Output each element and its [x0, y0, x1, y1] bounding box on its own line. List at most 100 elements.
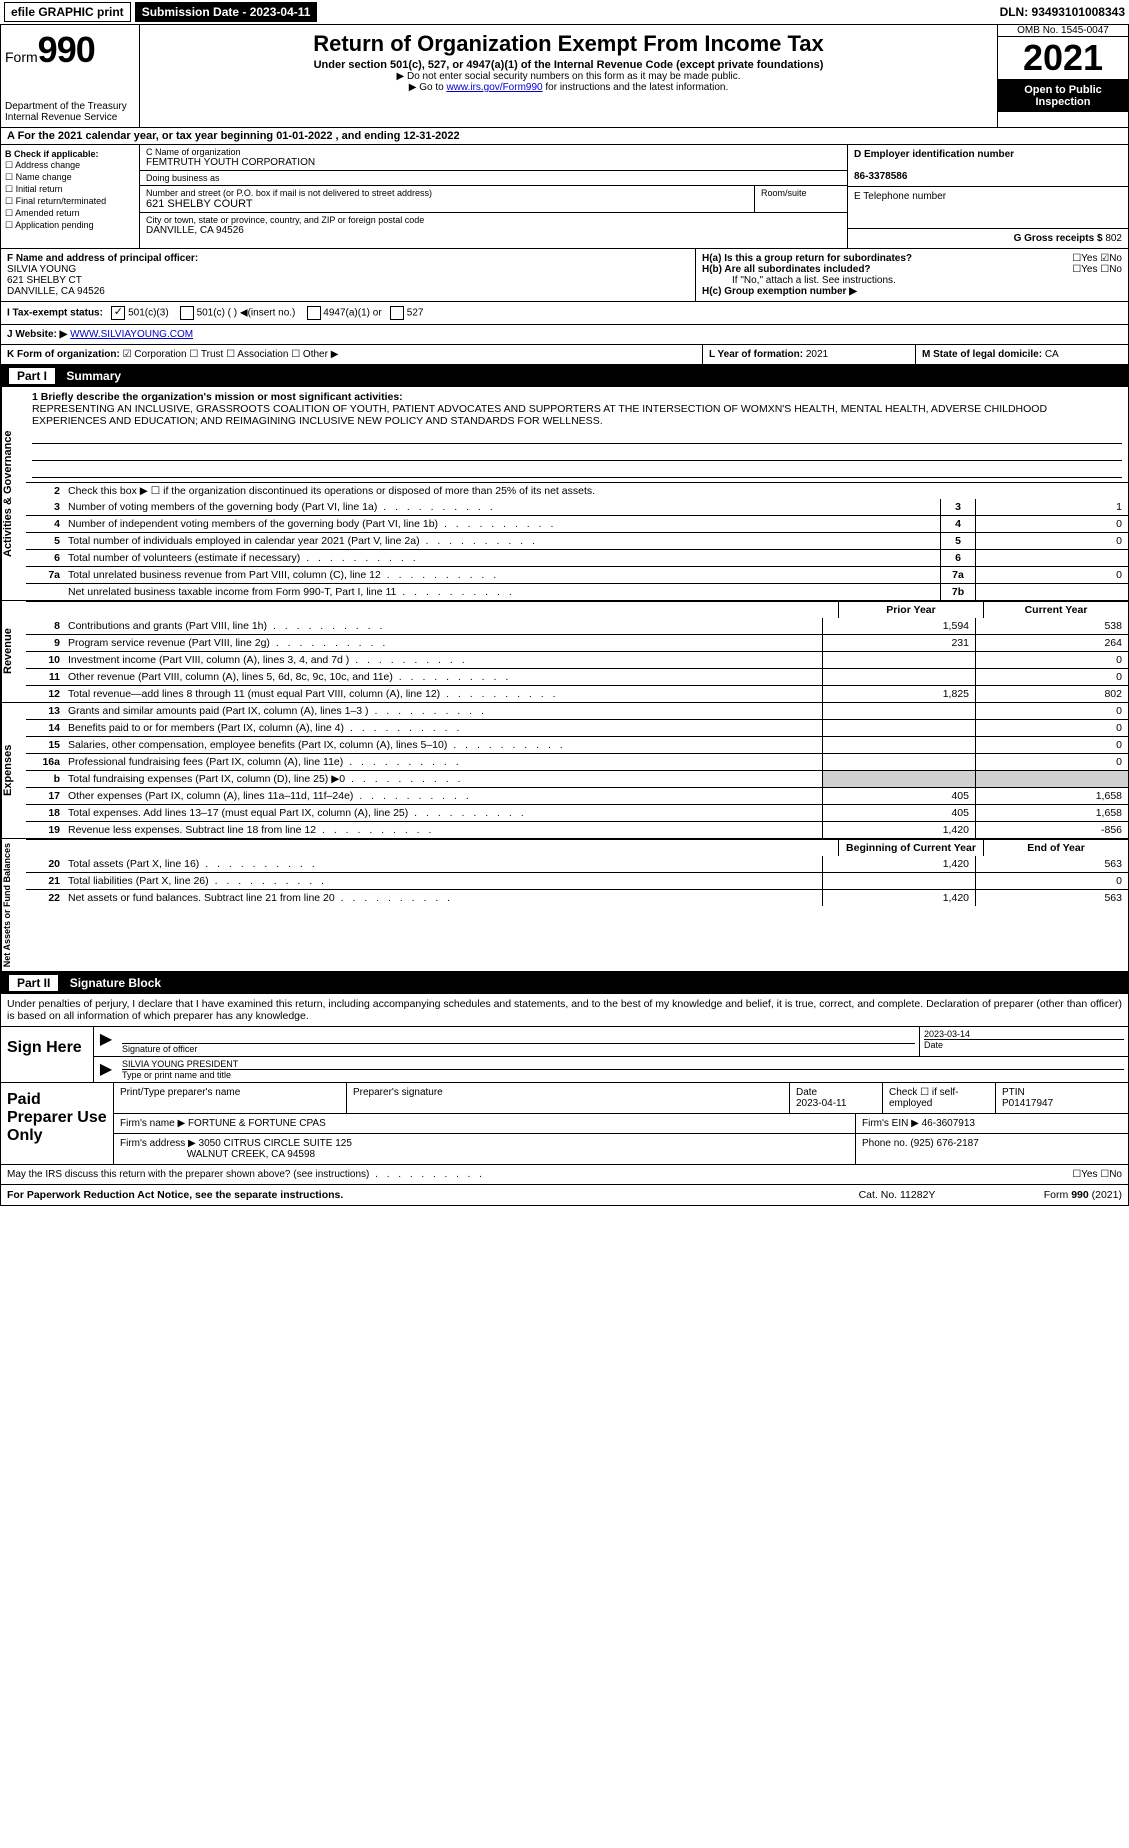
side-revenue: Revenue: [1, 601, 26, 702]
chk-app-pending[interactable]: ☐ Application pending: [5, 220, 135, 231]
section-d: D Employer identification number 86-3378…: [847, 145, 1128, 248]
opt-4947: 4947(a)(1) or: [323, 308, 381, 319]
chk-name-change[interactable]: ☐ Name change: [5, 172, 135, 183]
firm-phone: (925) 676-2187: [910, 1138, 978, 1149]
side-expenses: Expenses: [1, 703, 26, 838]
org-name-label: C Name of organization: [146, 147, 841, 157]
chk-4947[interactable]: [307, 306, 321, 320]
dln: DLN: 93493101008343: [1000, 5, 1125, 19]
firm-ein: 46-3607913: [922, 1118, 975, 1129]
table-row: 7aTotal unrelated business revenue from …: [26, 566, 1128, 583]
chk-address-change[interactable]: ☐ Address change: [5, 160, 135, 171]
efile-top-bar: efile GRAPHIC print Submission Date - 20…: [0, 0, 1129, 24]
prep-row-2: Firm's name ▶ FORTUNE & FORTUNE CPAS Fir…: [114, 1114, 1128, 1134]
phone-label: E Telephone number: [854, 191, 946, 202]
irs-link[interactable]: www.irs.gov/Form990: [446, 82, 542, 93]
form-number: Form990: [5, 29, 135, 71]
col-prior-year: Prior Year: [838, 602, 983, 618]
prep-row-1: Print/Type preparer's name Preparer's si…: [114, 1083, 1128, 1114]
form-title: Return of Organization Exempt From Incom…: [144, 31, 993, 57]
form-org-opts: ☑ Corporation ☐ Trust ☐ Association ☐ Ot…: [123, 349, 339, 360]
irs-label: Internal Revenue Service: [5, 112, 135, 123]
table-row: 5Total number of individuals employed in…: [26, 532, 1128, 549]
ein-value: 86-3378586: [854, 171, 907, 182]
submission-date: Submission Date - 2023-04-11: [135, 2, 318, 22]
table-row: 4Number of independent voting members of…: [26, 515, 1128, 532]
open-inspection: Open to Public Inspection: [998, 80, 1128, 112]
table-row: 20Total assets (Part X, line 16)1,420563: [26, 856, 1128, 872]
mission-box: 1 Briefly describe the organization's mi…: [26, 387, 1128, 482]
tax-year: 2021: [998, 36, 1128, 80]
mission-label: 1 Briefly describe the organization's mi…: [32, 391, 403, 403]
may-irs-answer: ☐Yes ☐No: [1072, 1169, 1122, 1180]
penalty-text: Under penalties of perjury, I declare th…: [0, 994, 1129, 1027]
section-l: L Year of formation: 2021: [703, 345, 916, 364]
ptin-label: PTIN: [1002, 1087, 1025, 1098]
col-begin-year: Beginning of Current Year: [838, 840, 983, 856]
revenue-block: Revenue Prior Year Current Year 8Contrib…: [0, 601, 1129, 703]
table-row: 13Grants and similar amounts paid (Part …: [26, 703, 1128, 719]
table-row: 6Total number of volunteers (estimate if…: [26, 549, 1128, 566]
prep-self-employed: Check ☐ if self-employed: [883, 1083, 996, 1113]
sig-name-label: Type or print name and title: [122, 1070, 231, 1080]
net-assets-block: Net Assets or Fund Balances Beginning of…: [0, 839, 1129, 972]
table-row: 22Net assets or fund balances. Subtract …: [26, 889, 1128, 906]
dept-treasury: Department of the Treasury: [5, 101, 135, 112]
chk-501c3[interactable]: [111, 306, 125, 320]
section-h: H(a) Is this a group return for subordin…: [696, 249, 1128, 301]
street-address: 621 SHELBY COURT: [146, 198, 748, 210]
chk-initial-return[interactable]: ☐ Initial return: [5, 184, 135, 195]
opt-527: 527: [407, 308, 424, 319]
cat-no: Cat. No. 11282Y: [822, 1189, 972, 1201]
chk-amended[interactable]: ☐ Amended return: [5, 208, 135, 219]
gross-value: 802: [1105, 233, 1122, 244]
state-domicile-label: M State of legal domicile:: [922, 349, 1042, 360]
col-end-year: End of Year: [983, 840, 1128, 856]
entity-block: B Check if applicable: ☐ Address change …: [0, 145, 1129, 249]
h-c-label: H(c) Group exemption number ▶: [702, 286, 857, 297]
table-row: bTotal fundraising expenses (Part IX, co…: [26, 770, 1128, 787]
sign-here-label: Sign Here: [1, 1027, 94, 1082]
form-num-big: 990: [38, 29, 95, 70]
section-c: C Name of organization FEMTRUTH YOUTH CO…: [140, 145, 847, 248]
paperwork-notice: For Paperwork Reduction Act Notice, see …: [7, 1189, 822, 1201]
side-net-assets: Net Assets or Fund Balances: [1, 839, 26, 971]
form-org-label: K Form of organization:: [7, 349, 120, 360]
goto-suffix: for instructions and the latest informat…: [543, 82, 729, 93]
opt-501c3: 501(c)(3): [128, 308, 169, 319]
chk-501c[interactable]: [180, 306, 194, 320]
city-value: DANVILLE, CA 94526: [146, 225, 841, 236]
firm-ein-label: Firm's EIN ▶: [862, 1118, 919, 1129]
col-current-year: Current Year: [983, 602, 1128, 618]
dba-row: Doing business as: [140, 171, 847, 186]
year-formation-label: L Year of formation:: [709, 349, 803, 360]
chk-527[interactable]: [390, 306, 404, 320]
header-left: Form990 Department of the Treasury Inter…: [1, 25, 140, 127]
table-row: 10Investment income (Part VIII, column (…: [26, 651, 1128, 668]
section-klm: K Form of organization: ☑ Corporation ☐ …: [0, 345, 1129, 365]
section-f-h: F Name and address of principal officer:…: [0, 249, 1129, 302]
form-footer: Form 990 (2021): [972, 1189, 1122, 1201]
room-label: Room/suite: [761, 188, 841, 198]
arrow-icon: ▶: [94, 1057, 118, 1082]
section-b-label: B Check if applicable:: [5, 149, 99, 159]
omb-number: OMB No. 1545-0047: [998, 25, 1128, 36]
form-subtitle: Under section 501(c), 527, or 4947(a)(1)…: [144, 59, 993, 71]
sig-name-row: ▶ SILVIA YOUNG PRESIDENT Type or print n…: [94, 1057, 1128, 1082]
state-domicile: CA: [1045, 349, 1059, 360]
table-row: 11Other revenue (Part VIII, column (A), …: [26, 668, 1128, 685]
goto-prefix: ▶ Go to: [409, 82, 447, 93]
paid-preparer-label: Paid Preparer Use Only: [1, 1083, 114, 1164]
part-ii-label: Part II: [9, 975, 58, 991]
h-b-answer: ☐Yes ☐No: [1072, 264, 1122, 275]
officer-addr1: 621 SHELBY CT: [7, 275, 82, 286]
firm-addr2: WALNUT CREEK, CA 94598: [187, 1149, 315, 1160]
sig-officer-label: Signature of officer: [122, 1044, 197, 1054]
table-row: 8Contributions and grants (Part VIII, li…: [26, 618, 1128, 634]
prep-row-3: Firm's address ▶ 3050 CITRUS CIRCLE SUIT…: [114, 1134, 1128, 1164]
opt-501c: 501(c) ( ) ◀(insert no.): [197, 308, 296, 319]
website-link[interactable]: WWW.SILVIAYOUNG.COM: [70, 329, 193, 340]
chk-final-return[interactable]: ☐ Final return/terminated: [5, 196, 135, 207]
governance-block: Activities & Governance 1 Briefly descri…: [0, 387, 1129, 601]
section-m: M State of legal domicile: CA: [916, 345, 1128, 364]
